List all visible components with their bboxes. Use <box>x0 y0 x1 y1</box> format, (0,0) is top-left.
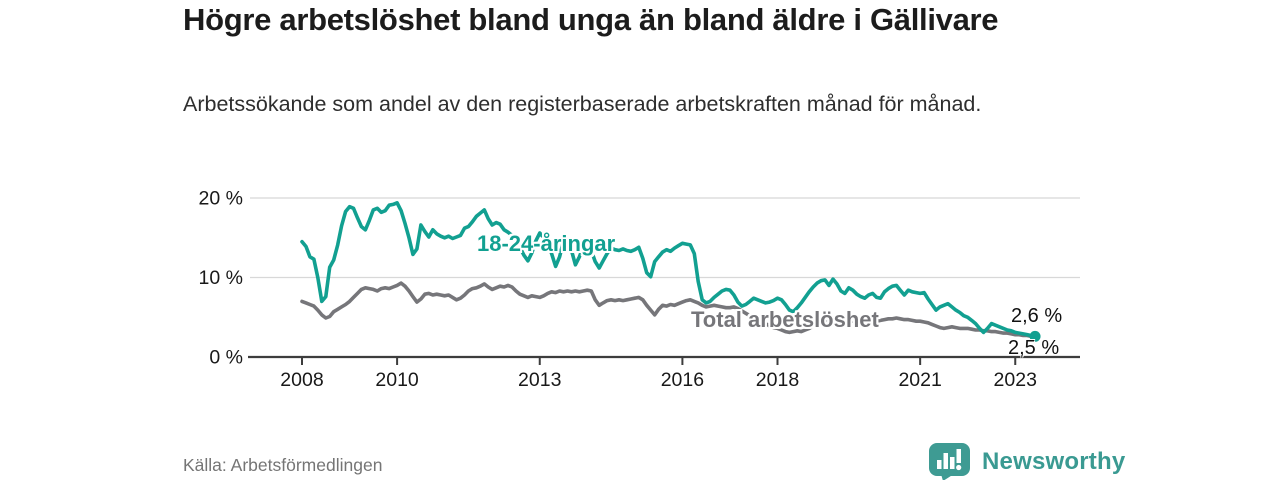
x-tick-label: 2018 <box>756 369 799 391</box>
x-tick-label: 2008 <box>280 369 323 391</box>
page-title: Högre arbetslöshet bland unga än bland ä… <box>183 2 999 37</box>
series-end-dot <box>1029 330 1041 342</box>
end-value-18-24: 2,6 % <box>1011 305 1063 327</box>
newsworthy-logo-icon <box>929 443 970 480</box>
series-label-18-24: 18-24-åringar <box>477 231 616 256</box>
x-tick-label: 2013 <box>518 369 561 391</box>
x-tick-label: 2016 <box>661 369 704 391</box>
x-tick-label: 2010 <box>375 369 419 391</box>
series-line-18-24-åringar <box>300 201 1037 339</box>
x-tick-label: 2021 <box>898 369 941 391</box>
newsworthy-wordmark: Newsworthy <box>982 448 1126 475</box>
y-tick-label: 10 % <box>199 267 243 289</box>
y-tick-label: 0 % <box>209 347 243 369</box>
end-value-total: 2,5 % <box>1008 337 1060 359</box>
series-line-Total arbetslöshet <box>300 281 1037 339</box>
series-label-total: Total arbetslöshet <box>691 307 879 332</box>
newsworthy-logo[interactable]: Newsworthy <box>928 443 1125 480</box>
x-tick-label: 2023 <box>994 369 1037 391</box>
y-tick-label: 20 % <box>199 188 243 210</box>
source-note: Källa: Arbetsförmedlingen <box>183 455 383 475</box>
page-subtitle: Arbetssökande som andel av den registerb… <box>183 92 982 116</box>
